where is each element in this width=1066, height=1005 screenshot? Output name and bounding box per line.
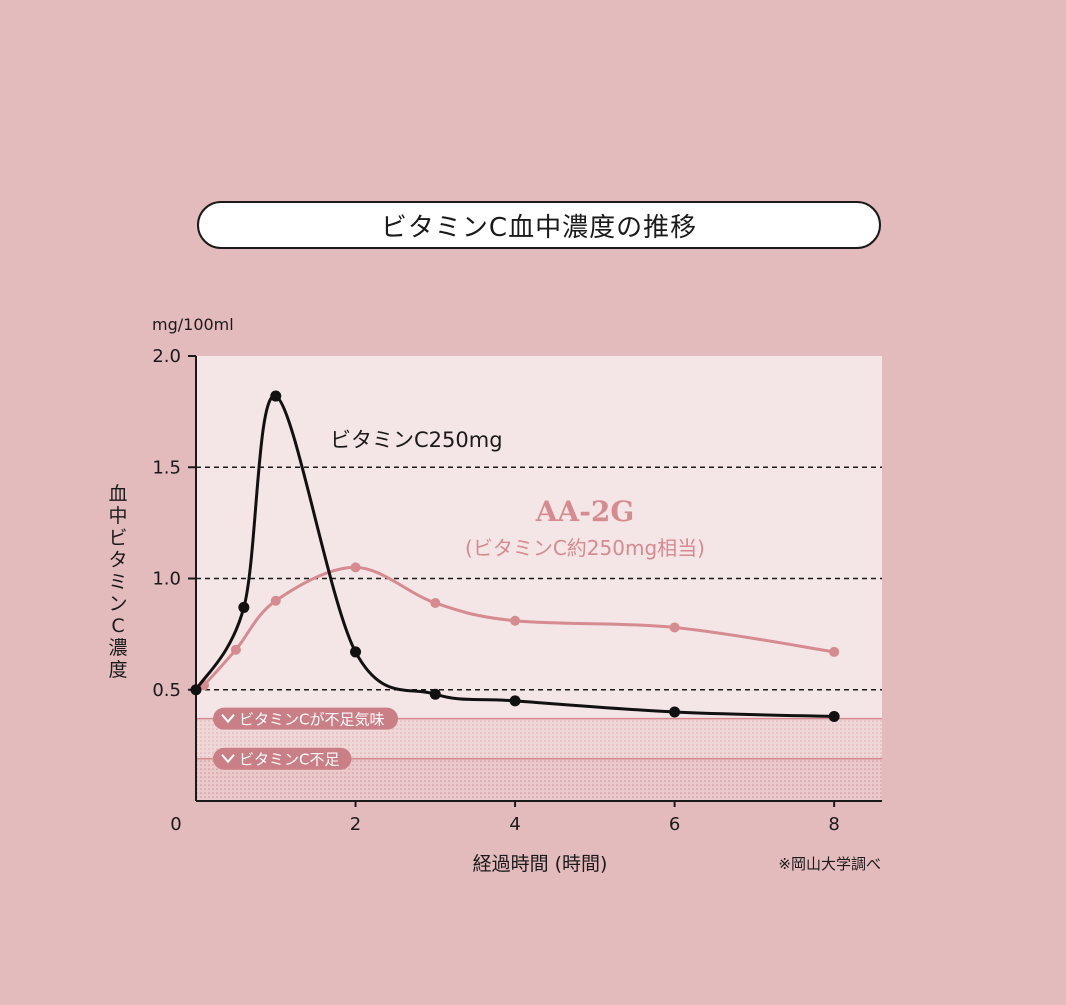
series-line-0 (194, 394, 835, 718)
y-label-char: 度 (108, 659, 127, 681)
x-tick-label-2: 4 (509, 814, 520, 835)
y-unit-label: mg/100ml (152, 315, 234, 334)
series-label-aa2g: AA-2G (535, 495, 634, 528)
y-tick-label-2: 1.5 (152, 457, 181, 478)
x-tick-label-4: 8 (828, 814, 839, 835)
y-label-char: 血 (108, 483, 127, 505)
y-label-char: 中 (108, 505, 127, 527)
y-tick-label-3: 2.0 (152, 346, 181, 367)
series-0-point-0 (190, 684, 202, 696)
y-tick-label-1: 1.0 (152, 569, 181, 590)
y-label-char: ビ (108, 527, 127, 549)
y-label-char: ン (108, 593, 127, 615)
series-1-point-5 (510, 615, 521, 626)
y-label-char: C (111, 615, 124, 637)
chart-title: ビタミンC血中濃度の推移 (197, 201, 881, 249)
series-sublabel-aa2g: (ビタミンC約250mg相当) (465, 536, 705, 560)
series-1-point-4 (430, 597, 441, 608)
series-0-point-7 (828, 710, 840, 722)
series-0-point-2 (270, 390, 282, 402)
source-note: ※岡山大学調べ (778, 855, 881, 873)
x-tick-label-0: 0 (170, 814, 181, 835)
y-label-char: 濃 (108, 637, 127, 659)
threshold-badge-0: ビタミンCが不足気味 (213, 707, 398, 730)
chevron-down-icon (221, 714, 235, 724)
series-1-point-1 (230, 644, 241, 655)
threshold-label-0: ビタミンCが不足気味 (239, 711, 384, 729)
grid-lines (196, 466, 882, 691)
series-0-point-6 (669, 706, 681, 718)
x-tick-label-3: 6 (669, 814, 680, 835)
x-axis-label: 経過時間 (時間) (473, 853, 608, 875)
x-tick-label-1: 2 (350, 814, 361, 835)
series-0-point-4 (429, 688, 441, 700)
y-label-char: タ (108, 549, 127, 571)
series-0-point-5 (509, 695, 521, 707)
y-label-char: ミ (108, 571, 127, 593)
series-1-point-7 (829, 646, 840, 657)
threshold-label-1: ビタミンC不足 (239, 751, 339, 769)
y-tick-label-0: 0.5 (152, 680, 181, 701)
threshold-badge-1: ビタミンC不足 (213, 747, 352, 770)
chevron-down-icon (221, 754, 235, 764)
series-group (190, 390, 840, 722)
axes: 0.5 1.0 1.5 2.0 0 2 4 6 8 (152, 346, 882, 835)
series-1-point-3 (350, 562, 361, 573)
series-1-point-2 (270, 595, 281, 606)
series-0-point-1 (238, 601, 250, 613)
series-label-vitamin-c: ビタミンC250mg (330, 428, 503, 452)
series-1-point-6 (669, 622, 680, 633)
series-0-point-3 (350, 646, 362, 658)
